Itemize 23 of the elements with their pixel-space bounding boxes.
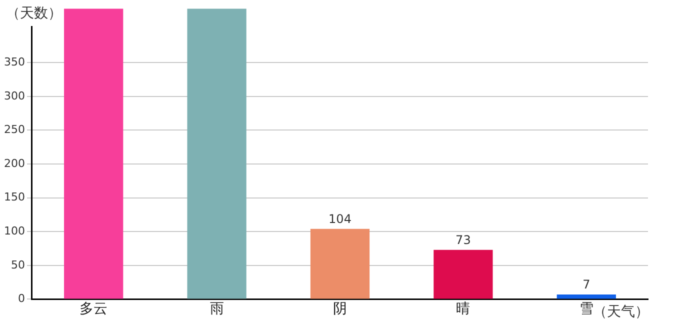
y-tick-label: 300 (4, 89, 25, 102)
data-label: 7 (582, 278, 590, 292)
y-tick-label: 50 (10, 258, 25, 272)
y-tick-label: 350 (4, 56, 25, 69)
x-axis-title: （天气） (593, 304, 649, 320)
bar (434, 250, 493, 299)
data-label: 73 (456, 232, 471, 247)
y-tick-label: 0 (18, 292, 25, 306)
data-label: 104 (328, 212, 352, 226)
bar (310, 228, 370, 299)
x-tick-label: 阴 (333, 301, 347, 318)
x-tick-label: 晴 (456, 301, 470, 318)
x-tick-label: 雨 (210, 301, 224, 318)
bar (187, 8, 246, 299)
y-tick-label: 250 (4, 123, 25, 136)
y-tick-label: 150 (4, 190, 25, 204)
bar (556, 294, 616, 299)
y-tick-label: 100 (4, 224, 25, 238)
bar (64, 8, 124, 299)
x-tick-label: 多云 (80, 301, 108, 318)
x-tick-label: 雪 (579, 301, 594, 318)
y-axis-title: （天数） (6, 6, 62, 22)
y-tick-label: 200 (4, 156, 25, 170)
